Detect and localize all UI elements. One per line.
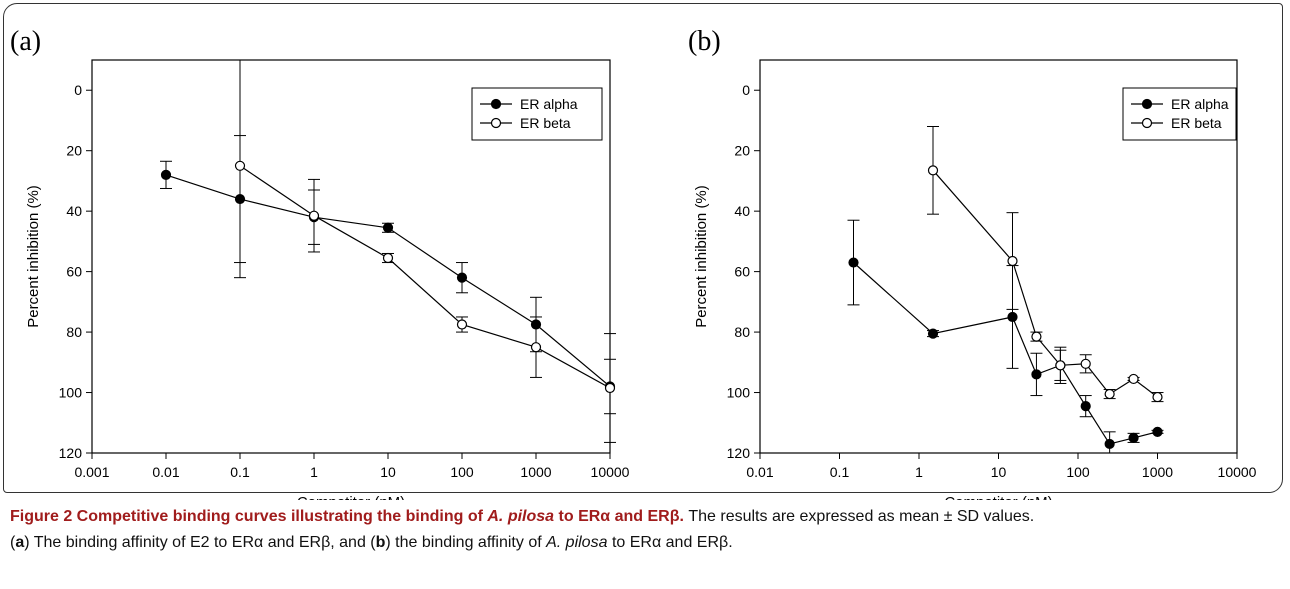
data-point [1128, 432, 1139, 443]
data-point [456, 272, 468, 283]
caption-line-2: (a) The binding affinity of E2 to ERα an… [10, 534, 733, 551]
data-point [456, 319, 468, 330]
x-tick-label: 0.001 [74, 464, 109, 480]
y-tick-label: 120 [59, 445, 83, 461]
series-er-alpha [847, 219, 1164, 454]
x-tick-label: 0.01 [152, 464, 179, 480]
figure-svg: (a)0.001 0.01 0.1 1 10 100 1000 100000204060801… [10, 26, 1257, 500]
data-point [1104, 438, 1115, 450]
data-point [308, 210, 320, 221]
data-point [382, 252, 394, 264]
caption-title-species: A. pilosa [487, 508, 555, 525]
y-tick-label: 40 [734, 203, 750, 219]
data-point [1104, 388, 1115, 400]
plot-area [91, 59, 611, 454]
y-tick-label: 100 [727, 385, 751, 401]
x-tick-label: 1 [310, 464, 318, 480]
y-tick-label: 20 [734, 143, 750, 159]
caption-line-1: Figure 2 Competitive binding curves illu… [10, 504, 1280, 530]
legend: ER alpha ER beta [471, 87, 603, 141]
series-line [165, 174, 611, 387]
figure-caption: Figure 2 Competitive binding curves illu… [10, 504, 1280, 556]
y-tick-label: 20 [66, 143, 82, 159]
x-tick-label: 10000 [591, 464, 630, 480]
data-point [1055, 360, 1066, 371]
data-point [927, 165, 939, 176]
series-er-alpha [160, 135, 616, 415]
data-point [1031, 369, 1042, 380]
data-point [1007, 311, 1018, 323]
caption-label-a: a [15, 534, 25, 551]
caption-label-b: b [375, 534, 386, 551]
panel-label: (a) [10, 26, 41, 57]
data-point [1080, 358, 1091, 369]
y-tick-label: 60 [66, 264, 82, 280]
y-tick-label: 40 [66, 203, 82, 219]
x-tick-label: 10 [991, 464, 1007, 480]
caption-text-1: The results are expressed as mean ± SD v… [688, 508, 1035, 525]
x-tick-label: 1000 [1142, 464, 1173, 480]
x-tick-label: 100 [1066, 464, 1090, 480]
chart-panel-b: (b) 0.01 0.1 1 10 100 1000 10000 0 20 40 60 80 100 120… [688, 26, 1257, 500]
x-tick-label: 0.1 [230, 464, 250, 480]
y-tick-label: 0 [742, 82, 750, 98]
legend-label: ER alpha [1171, 96, 1229, 112]
y-axis-title: Percent inhibition (%) [693, 185, 710, 328]
x-tick-label: 1 [915, 464, 923, 480]
x-tick-label: 10 [380, 464, 396, 480]
x-tick-label: 100 [450, 464, 474, 480]
legend-label: ER beta [520, 115, 571, 131]
y-tick-label: 0 [74, 82, 82, 98]
y-tick-label: 60 [734, 264, 750, 280]
data-point [234, 160, 246, 171]
data-point [160, 169, 172, 180]
legend-box [471, 87, 603, 141]
legend-marker [490, 117, 502, 129]
y-tick-label: 80 [66, 324, 82, 340]
data-point [530, 342, 542, 353]
caption-species: A. pilosa [546, 534, 608, 551]
x-axis-title: Competitor (nM) [944, 494, 1052, 500]
y-tick-label: 80 [734, 324, 750, 340]
x-tick-label: 1000 [520, 464, 551, 480]
legend-marker [1141, 98, 1153, 110]
data-point [382, 222, 394, 233]
y-tick-label: 120 [727, 445, 751, 461]
series-er-beta [926, 126, 1164, 403]
data-point [927, 328, 939, 339]
series-line [853, 262, 1158, 445]
legend-box [1122, 87, 1237, 141]
data-point [604, 382, 616, 394]
series-er-beta [234, 59, 616, 443]
data-point [1128, 373, 1139, 385]
chart-panel-a: (a) 0.001 0.01 0.1 1 10 100 1000 10000 0 20 40 60 80 1… [10, 26, 630, 500]
x-tick-label: 0.01 [746, 464, 773, 480]
legend-label: ER beta [1171, 115, 1222, 131]
legend: ER alpha ER beta [1122, 87, 1237, 141]
legend-marker [490, 98, 502, 110]
series-line [239, 165, 611, 389]
data-point [1031, 331, 1042, 342]
series-line [932, 169, 1158, 398]
data-point [1152, 426, 1163, 437]
panel-label: (b) [688, 26, 721, 57]
x-axis-title: Competitor (nM) [297, 494, 405, 500]
y-tick-label: 100 [59, 385, 83, 401]
data-point [848, 257, 859, 268]
data-point [1152, 391, 1163, 403]
caption-title: Figure 2 Competitive binding curves illu… [10, 508, 684, 525]
legend-label: ER alpha [520, 96, 578, 112]
figure-frame [3, 3, 1283, 493]
x-tick-label: 0.1 [830, 464, 850, 480]
x-tick-label: 10000 [1218, 464, 1257, 480]
data-point [1007, 255, 1018, 267]
legend-marker [1141, 117, 1153, 129]
data-point [1080, 401, 1091, 412]
y-axis-title: Percent inhibition (%) [25, 185, 42, 328]
